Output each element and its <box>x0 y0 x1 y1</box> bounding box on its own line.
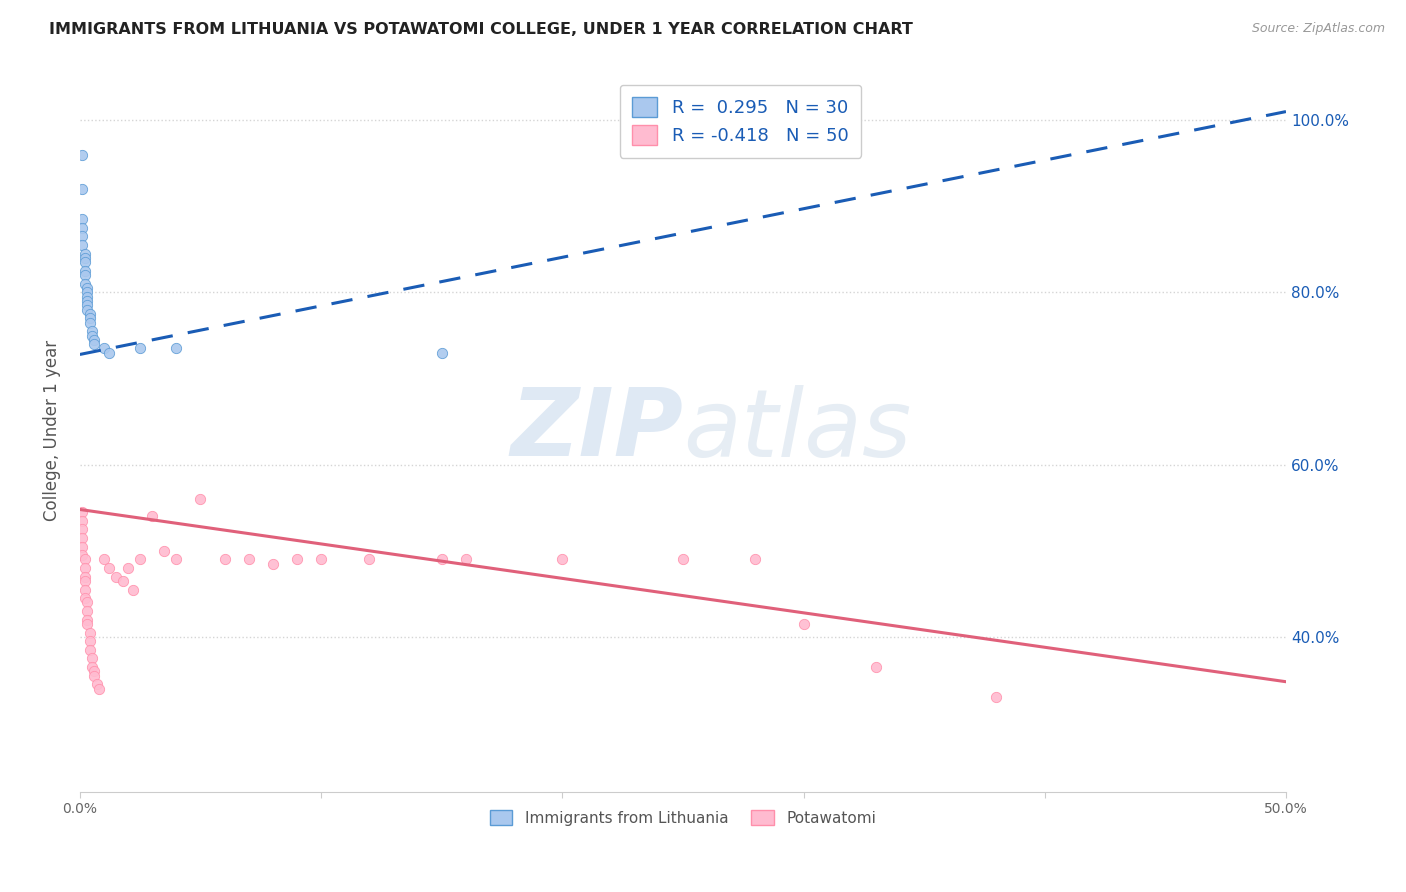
Point <box>79 316 101 330</box>
Point <box>79 311 101 326</box>
Point <box>73 255 96 269</box>
Point <box>430 552 453 566</box>
Point <box>72 182 94 196</box>
Point <box>73 246 96 260</box>
Point <box>80 651 103 665</box>
Point <box>285 552 308 566</box>
Point <box>93 342 115 356</box>
Point <box>80 328 103 343</box>
Point <box>76 604 98 618</box>
Point <box>97 345 120 359</box>
Point <box>72 147 94 161</box>
Point <box>262 557 284 571</box>
Text: IMMIGRANTS FROM LITHUANIA VS POTAWATOMI COLLEGE, UNDER 1 YEAR CORRELATION CHART: IMMIGRANTS FROM LITHUANIA VS POTAWATOMI … <box>49 22 912 37</box>
Text: Source: ZipAtlas.com: Source: ZipAtlas.com <box>1251 22 1385 36</box>
Point <box>73 569 96 583</box>
Point <box>454 552 477 566</box>
Point <box>73 561 96 575</box>
Legend: Immigrants from Lithuania, Potawatomi: Immigrants from Lithuania, Potawatomi <box>481 801 886 835</box>
Point <box>72 238 94 252</box>
Point <box>744 552 766 566</box>
Point <box>73 574 96 588</box>
Point <box>83 669 105 683</box>
Point <box>86 677 108 691</box>
Point <box>89 681 111 696</box>
Point <box>129 342 152 356</box>
Point <box>359 552 381 566</box>
Point <box>76 302 98 317</box>
Point <box>72 229 94 244</box>
Point <box>72 522 94 536</box>
Point <box>79 625 101 640</box>
Point <box>76 613 98 627</box>
Point <box>986 690 1008 705</box>
Point <box>430 345 453 359</box>
Point <box>153 544 176 558</box>
Point <box>141 509 163 524</box>
Y-axis label: College, Under 1 year: College, Under 1 year <box>44 340 60 521</box>
Point <box>72 548 94 562</box>
Point <box>79 643 101 657</box>
Point <box>129 552 152 566</box>
Point <box>79 634 101 648</box>
Point <box>238 552 260 566</box>
Point <box>112 574 135 588</box>
Point <box>122 582 145 597</box>
Point <box>72 212 94 227</box>
Point <box>83 337 105 351</box>
Point <box>76 290 98 304</box>
Point <box>76 294 98 309</box>
Point <box>551 552 574 566</box>
Point <box>80 324 103 338</box>
Point <box>80 660 103 674</box>
Text: ZIP: ZIP <box>510 384 683 476</box>
Point <box>93 552 115 566</box>
Point <box>865 660 887 674</box>
Text: atlas: atlas <box>683 384 911 475</box>
Point <box>72 514 94 528</box>
Point <box>73 264 96 278</box>
Point <box>165 552 187 566</box>
Point <box>792 617 814 632</box>
Point <box>73 268 96 283</box>
Point <box>72 531 94 545</box>
Point <box>72 220 94 235</box>
Point <box>76 595 98 609</box>
Point <box>97 561 120 575</box>
Point <box>214 552 236 566</box>
Point <box>76 617 98 632</box>
Point <box>73 277 96 291</box>
Point <box>79 307 101 321</box>
Point <box>83 665 105 679</box>
Point <box>73 582 96 597</box>
Point <box>73 591 96 606</box>
Point <box>73 552 96 566</box>
Point <box>72 540 94 554</box>
Point <box>83 333 105 347</box>
Point <box>117 561 139 575</box>
Point <box>76 281 98 295</box>
Point <box>672 552 695 566</box>
Point <box>165 342 187 356</box>
Point <box>76 298 98 312</box>
Point <box>72 505 94 519</box>
Point <box>73 251 96 265</box>
Point <box>105 569 128 583</box>
Point <box>76 285 98 300</box>
Point <box>190 492 212 507</box>
Point <box>309 552 332 566</box>
